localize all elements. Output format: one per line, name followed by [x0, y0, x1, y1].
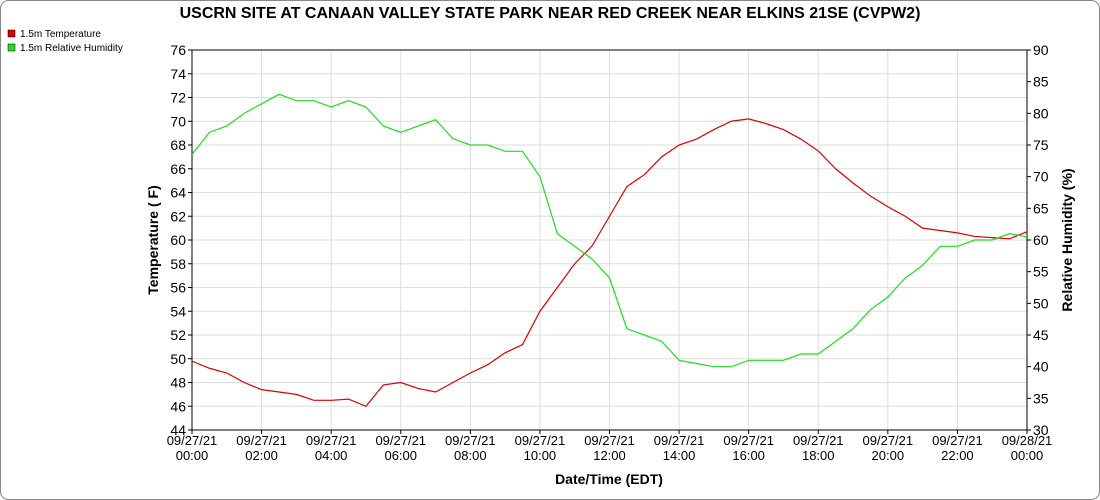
legend-swatch — [7, 43, 16, 52]
y-tick-label: 52 — [170, 327, 186, 343]
y2-tick-label: 85 — [1033, 74, 1049, 90]
legend-label: 1.5m Temperature — [20, 29, 101, 40]
x-axis-label: Date/Time (EDT) — [555, 471, 663, 487]
x-tick-label: 09/27/21 06:00 — [375, 433, 427, 463]
x-tick-label: 09/27/21 10:00 — [514, 433, 566, 463]
y-tick-label: 70 — [170, 113, 186, 129]
x-tick-label: 09/27/21 16:00 — [723, 433, 774, 463]
y-tick-label: 48 — [170, 375, 186, 391]
y2-tick-label: 90 — [1033, 42, 1049, 58]
y2-tick-label: 50 — [1033, 295, 1049, 311]
chart-title: USCRN SITE AT CANAAN VALLEY STATE PARK N… — [180, 5, 921, 22]
y2-tick-label: 30 — [1033, 422, 1049, 438]
y-tick-label: 60 — [170, 232, 186, 248]
y-tick-label: 46 — [170, 398, 186, 414]
y-tick-label: 64 — [170, 185, 186, 201]
x-tick-label: 09/27/21 18:00 — [792, 433, 844, 463]
y-tick-label: 66 — [170, 161, 186, 177]
y2-tick-label: 80 — [1033, 105, 1049, 121]
x-tick-label: 09/27/21 22:00 — [932, 433, 983, 463]
data-line — [191, 93, 1028, 368]
y-tick-label: 56 — [170, 280, 186, 296]
y2-tick-label: 65 — [1033, 200, 1049, 216]
y-tick-label: 74 — [170, 66, 186, 82]
y-tick-label: 68 — [170, 137, 186, 153]
y2-tick-label: 40 — [1033, 359, 1049, 375]
y2-tick-label: 45 — [1033, 327, 1049, 343]
x-tick-label: 09/27/21 12:00 — [584, 433, 635, 463]
x-tick-label: 09/27/21 04:00 — [305, 433, 357, 463]
x-tick-label: 09/27/21 08:00 — [445, 433, 496, 463]
y2-axis-label: Relative Humidity (%) — [1059, 168, 1075, 311]
y-tick-label: 72 — [170, 90, 186, 106]
y-tick-label: 44 — [170, 422, 186, 438]
x-tick-label: 09/28/21 00:00 — [1001, 433, 1053, 463]
x-tick-label: 09/27/21 14:00 — [653, 433, 705, 463]
y2-tick-label: 70 — [1033, 169, 1049, 185]
plot-border — [191, 49, 1028, 431]
legend-swatch — [7, 29, 16, 38]
legend-label: 1.5m Relative Humidity — [20, 43, 123, 54]
x-tick-label: 09/27/21 00:00 — [166, 433, 218, 463]
y2-tick-label: 35 — [1033, 390, 1049, 406]
y-tick-label: 58 — [170, 256, 186, 272]
x-tick-label: 09/27/21 02:00 — [236, 433, 287, 463]
y2-tick-label: 60 — [1033, 232, 1049, 248]
y2-tick-label: 75 — [1033, 137, 1049, 153]
x-tick-label: 09/27/21 20:00 — [862, 433, 914, 463]
y-tick-label: 76 — [170, 42, 186, 58]
y2-tick-label: 55 — [1033, 264, 1049, 280]
y-tick-label: 54 — [170, 303, 186, 319]
y-tick-label: 50 — [170, 351, 186, 367]
y-axis-label: Temperature ( F) — [145, 185, 161, 294]
y-tick-label: 62 — [170, 208, 186, 224]
data-line — [191, 118, 1028, 407]
